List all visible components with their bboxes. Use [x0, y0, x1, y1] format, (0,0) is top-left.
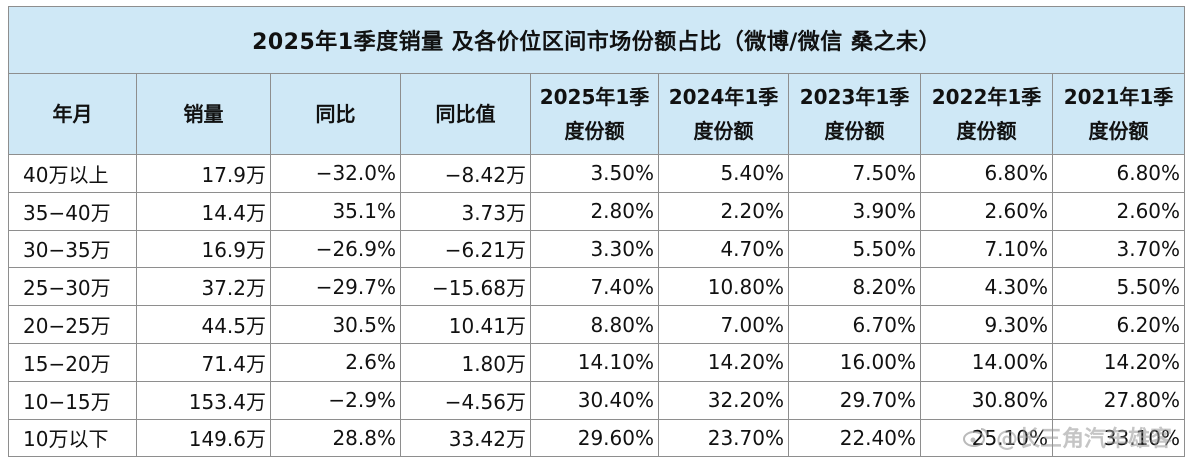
table-cell: 7.40% [530, 267, 659, 307]
table-cell: 6.70% [788, 305, 921, 344]
table-cell: 44.5万 [136, 305, 271, 344]
table-cell: 6.80% [1051, 154, 1186, 193]
table-row: 20−25万 44.5万 30.5% 10.41万 8.80% 7.00% 6.70% 9.3… [8, 305, 1186, 344]
table-cell: 14.00% [920, 342, 1053, 382]
table-cell: −26.9% [270, 229, 401, 269]
column-header: 年月 [8, 73, 137, 155]
row-label-cell: 40万以上 [8, 154, 137, 193]
table-cell: 4.30% [920, 267, 1053, 307]
table-cell: 37.2万 [136, 267, 271, 307]
table-cell: 6.20% [1051, 305, 1186, 344]
table-cell: 7.50% [788, 154, 921, 193]
table-cell: 30.5% [270, 305, 401, 344]
table-cell: 29.70% [788, 380, 921, 420]
table-cell: 32.20% [658, 380, 789, 420]
column-header: 同比值 [400, 73, 531, 155]
table-cell: −6.21万 [400, 229, 531, 269]
table-cell: 2.6% [270, 342, 401, 382]
table-cell: 14.20% [1051, 342, 1186, 382]
table-cell: −2.9% [270, 380, 401, 420]
table-cell: 3.50% [530, 154, 659, 193]
table-cell: 30.80% [920, 380, 1053, 420]
table-cell: 14.10% [530, 342, 659, 382]
table-cell: 5.50% [788, 229, 921, 269]
table-cell: 4.70% [658, 229, 789, 269]
table-cell: 29.60% [530, 418, 659, 458]
column-header: 2022年1季度份额 [920, 73, 1053, 155]
table-cell: 7.00% [658, 305, 789, 344]
row-label-cell: 10−15万 [8, 380, 137, 420]
table-cell: 27.80% [1051, 380, 1186, 420]
table-cell: 2.60% [920, 191, 1053, 231]
table-cell: 33.10% [1051, 418, 1186, 458]
table-cell: 5.50% [1051, 267, 1186, 307]
table-cell: 2.20% [658, 191, 789, 231]
table-cell: 8.20% [788, 267, 921, 307]
table-cell: 30.40% [530, 380, 659, 420]
table-cell: 35.1% [270, 191, 401, 231]
table-cell: 2.80% [530, 191, 659, 231]
row-label-cell: 20−25万 [8, 305, 137, 344]
table-cell: 10.41万 [400, 305, 531, 344]
table-row: 15−20万 71.4万 2.6% 1.80万 14.10% 14.20% 16.00% 14… [8, 342, 1186, 382]
table-cell: 5.40% [658, 154, 789, 193]
table-cell: 25.10% [920, 418, 1053, 458]
header-row: 年月 销量 同比 同比值 2025年1季度份额 2024年1季度份额 2023年… [8, 73, 1186, 155]
table-cell: −8.42万 [400, 154, 531, 193]
table-row: 30−35万 16.9万 −26.9% −6.21万 3.30% 4.70% 5.50% 7.… [8, 229, 1186, 269]
table-cell: 71.4万 [136, 342, 271, 382]
table-cell: 22.40% [788, 418, 921, 458]
table-cell: 149.6万 [136, 418, 271, 458]
table-cell: 3.70% [1051, 229, 1186, 269]
column-header: 2023年1季度份额 [788, 73, 921, 155]
table-cell: 3.73万 [400, 191, 531, 231]
table-cell: 2.60% [1051, 191, 1186, 231]
table-cell: 1.80万 [400, 342, 531, 382]
table-cell: 153.4万 [136, 380, 271, 420]
table-cell: −32.0% [270, 154, 401, 193]
table-cell: 3.90% [788, 191, 921, 231]
spreadsheet: 2025年1季度销量 及各价位区间市场份额占比（微博/微信 桑之未） 年月 销量… [7, 6, 1186, 458]
table-cell: 16.9万 [136, 229, 271, 269]
table-cell: −29.7% [270, 267, 401, 307]
table-cell: 16.00% [788, 342, 921, 382]
table-row: 25−30万 37.2万 −29.7% −15.68万 7.40% 10.80% 8.20%… [8, 267, 1186, 307]
table-cell: 6.80% [920, 154, 1053, 193]
row-label-cell: 15−20万 [8, 342, 137, 382]
table-cell: 9.30% [920, 305, 1053, 344]
table-cell: 23.70% [658, 418, 789, 458]
row-label-cell: 10万以下 [8, 418, 137, 458]
row-label-cell: 25−30万 [8, 267, 137, 307]
column-header: 同比 [270, 73, 401, 155]
table-row: 10−15万 153.4万 −2.9% −4.56万 30.40% 32.20% 29.70… [8, 380, 1186, 420]
column-header: 2025年1季度份额 [530, 73, 659, 155]
table-title: 2025年1季度销量 及各价位区间市场份额占比（微博/微信 桑之未） [7, 6, 1186, 74]
table-cell: 14.4万 [136, 191, 271, 231]
data-table: 2025年1季度销量 及各价位区间市场份额占比（微博/微信 桑之未） 年月 销量… [7, 6, 1186, 458]
column-header: 2021年1季度份额 [1051, 73, 1186, 155]
table-cell: −15.68万 [400, 267, 531, 307]
row-label-cell: 35−40万 [8, 191, 137, 231]
table-cell: 33.42万 [400, 418, 531, 458]
table-cell: 3.30% [530, 229, 659, 269]
table-cell: 28.8% [270, 418, 401, 458]
table-row: 35−40万 14.4万 35.1% 3.73万 2.80% 2.20% 3.90% 2.60… [8, 191, 1186, 231]
table-cell: −4.56万 [400, 380, 531, 420]
table-cell: 7.10% [920, 229, 1053, 269]
table-cell: 14.20% [658, 342, 789, 382]
table-row: 10万以下 149.6万 28.8% 33.42万 29.60% 23.70% 22.40%… [8, 418, 1186, 458]
table-cell: 17.9万 [136, 154, 271, 193]
column-header: 销量 [136, 73, 271, 155]
table-cell: 8.80% [530, 305, 659, 344]
row-label-cell: 30−35万 [8, 229, 137, 269]
table-cell: 10.80% [658, 267, 789, 307]
column-header: 2024年1季度份额 [658, 73, 789, 155]
table-row: 40万以上 17.9万 −32.0% −8.42万 3.50% 5.40% 7.50% 6.8… [8, 154, 1186, 193]
